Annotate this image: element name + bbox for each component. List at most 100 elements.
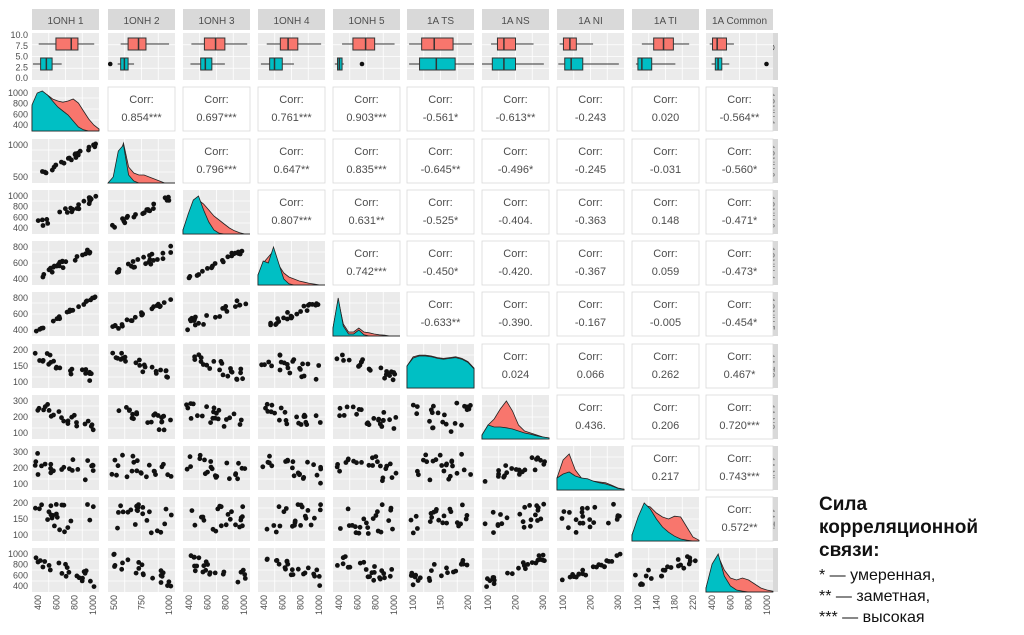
scatter-point [198, 355, 204, 361]
scatter-point [281, 360, 287, 366]
corr-value: 0.066 [577, 369, 605, 381]
scatter-point [87, 378, 93, 383]
corr-panel [406, 189, 475, 235]
scatter-point [580, 520, 586, 526]
scatter-point [158, 580, 164, 585]
scatter-point [168, 583, 174, 589]
column-strip [706, 9, 773, 30]
scatter-point [389, 475, 395, 480]
scatter-point [59, 467, 65, 472]
scatter-point [461, 467, 467, 473]
scatter-point [464, 513, 470, 518]
scatter-point [76, 206, 82, 212]
corr-label: Corr: [428, 248, 452, 260]
scatter-point [220, 372, 226, 378]
corr-label: Corr: [204, 94, 228, 106]
y-axis-tick-label: 600 [13, 109, 28, 119]
scatter-point [203, 567, 209, 573]
scatter-point [570, 572, 575, 577]
scatter-point [158, 568, 164, 574]
scatter-point [304, 308, 310, 313]
scatter-point [44, 217, 50, 222]
x-axis-tick-label: 600 [202, 595, 212, 610]
scatter-point [165, 472, 171, 478]
scatter-point [75, 467, 81, 472]
scatter-point [88, 297, 93, 303]
scatter-point [559, 516, 565, 521]
scatter-point [161, 461, 166, 467]
scatter-point [35, 472, 41, 477]
scatter-points [334, 454, 399, 484]
scatter-point [692, 558, 698, 564]
scatter-point [648, 576, 654, 581]
scatter-point [378, 365, 384, 371]
corr-value: -0.167 [575, 317, 606, 329]
scatter-point [224, 309, 230, 314]
scatter-point [414, 411, 420, 417]
scatter-point [220, 259, 226, 265]
scatter-point [190, 401, 196, 407]
scatter-points [264, 502, 323, 535]
scatter-point [491, 581, 497, 587]
corr-label: Corr: [653, 146, 677, 158]
scatter-point [129, 468, 135, 474]
y-axis-tick-label: 800 [13, 560, 28, 570]
corr-label: Corr: [428, 146, 452, 158]
corr-label: Corr: [354, 248, 378, 260]
corr-panel [406, 86, 475, 132]
scatter-point [410, 530, 416, 536]
scatter-point [92, 144, 98, 150]
corr-value: -0.613** [496, 112, 536, 124]
y-axis-tick-label: 100 [13, 377, 28, 387]
scatter-point [87, 249, 93, 255]
scatter-point [72, 257, 78, 263]
scatter-point [153, 368, 159, 374]
corr-panel [705, 291, 774, 337]
scatter-point [151, 258, 156, 263]
y-axis-tick-label: 200 [13, 498, 28, 508]
y-axis-tick-label: 1000 [8, 191, 28, 201]
scatter-point [115, 463, 121, 469]
corr-label: Corr: [653, 402, 677, 414]
scatter-point [229, 369, 235, 375]
scatter-point [144, 518, 150, 523]
scatter-point [120, 560, 125, 566]
scatter-point [638, 582, 643, 587]
corr-value: -0.645** [421, 164, 461, 176]
corr-value: 0.020 [652, 112, 680, 124]
scatter-point [482, 521, 488, 527]
scatter-point [300, 476, 306, 481]
scatter-point [430, 425, 435, 431]
x-axis-tick-label: 800 [744, 595, 754, 610]
scatter-points [482, 501, 547, 535]
scatter-point [391, 426, 397, 431]
scatter-point [267, 453, 272, 459]
scatter-point [69, 468, 75, 473]
scatter-point [125, 557, 131, 563]
scatter-point [429, 515, 435, 520]
y-axis-tick-label: 150 [13, 361, 28, 371]
corr-value: 0.761*** [271, 112, 312, 124]
scatter-point [614, 517, 620, 522]
scatter-point [51, 264, 56, 270]
scatter-point [233, 304, 238, 309]
scatter-point [521, 524, 527, 530]
y-axis-tick-label: 600 [13, 258, 28, 268]
scatter-point [47, 567, 53, 573]
scatter-point [53, 502, 59, 507]
corr-panel [631, 138, 700, 184]
density-area [481, 424, 550, 440]
scatter-point [148, 530, 154, 536]
scatter-point [135, 257, 141, 262]
scatter-point [145, 420, 151, 425]
scatter-point [305, 508, 311, 513]
scatter-point [335, 563, 340, 568]
scatter-point [301, 303, 307, 309]
scatter-point [33, 459, 39, 465]
scatter-point [158, 367, 164, 373]
scatter-point [35, 407, 41, 413]
x-axis-tick-label: 600 [277, 595, 287, 610]
scatter-point [146, 462, 152, 468]
scatter-point [314, 472, 320, 478]
scatter-point [224, 417, 229, 422]
